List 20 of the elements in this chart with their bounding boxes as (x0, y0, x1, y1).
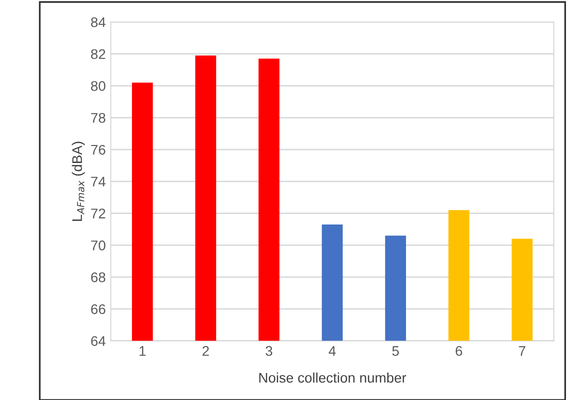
y-tick-label: 72 (91, 208, 106, 218)
x-tick-label: 6 (456, 346, 462, 356)
y-tick-label: 82 (91, 49, 106, 60)
y-axis-title: L$_{AFmax}$ (dBA) (72, 142, 85, 221)
x-tick-label: 2 (202, 346, 209, 356)
y-tick-label: 78 (91, 112, 106, 123)
y-tick-label: 66 (91, 304, 106, 314)
x-axis-title: Noise collection number (259, 372, 406, 383)
x-tick-label: 7 (519, 346, 526, 356)
y-tick-label: 64 (91, 336, 106, 346)
x-tick-label: 4 (328, 346, 336, 356)
y-tick-label: 74 (91, 176, 106, 186)
x-tick-label: 3 (266, 346, 272, 356)
y-tick-label: 84 (91, 17, 106, 28)
x-tick-label: 5 (392, 346, 399, 356)
x-tick-label: 1 (140, 346, 146, 356)
y-tick-label: 76 (91, 144, 106, 155)
y-tick-label: 70 (91, 240, 106, 250)
y-tick-label: 68 (91, 272, 106, 282)
y-tick-label: 80 (91, 81, 106, 91)
